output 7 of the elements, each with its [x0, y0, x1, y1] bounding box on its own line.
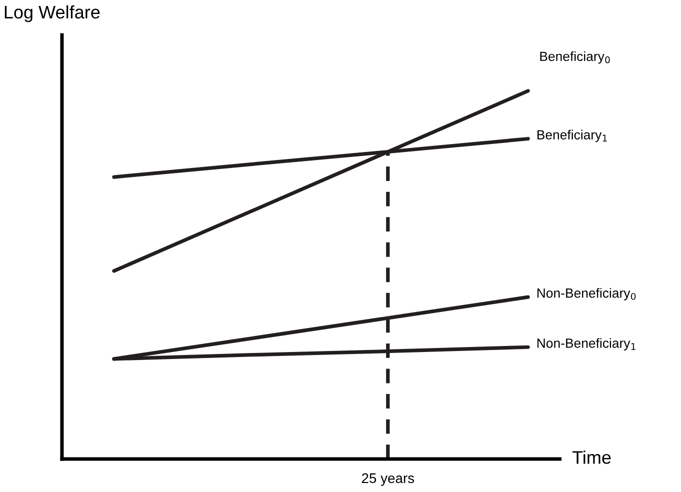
text: Beneficiary$_{0}$ — [540, 51, 610, 64]
series-label: Non-Beneficiary$_{0}$ — [537, 288, 636, 300]
series-label: Non-Beneficiary$_{1}$ — [537, 338, 636, 350]
y-axis-title: Log Welfare — [4, 5, 100, 22]
x-axis-title: Time — [572, 450, 611, 464]
series-label: Beneficiary$_{1}$ — [537, 130, 607, 142]
text: 25 years — [362, 473, 414, 486]
